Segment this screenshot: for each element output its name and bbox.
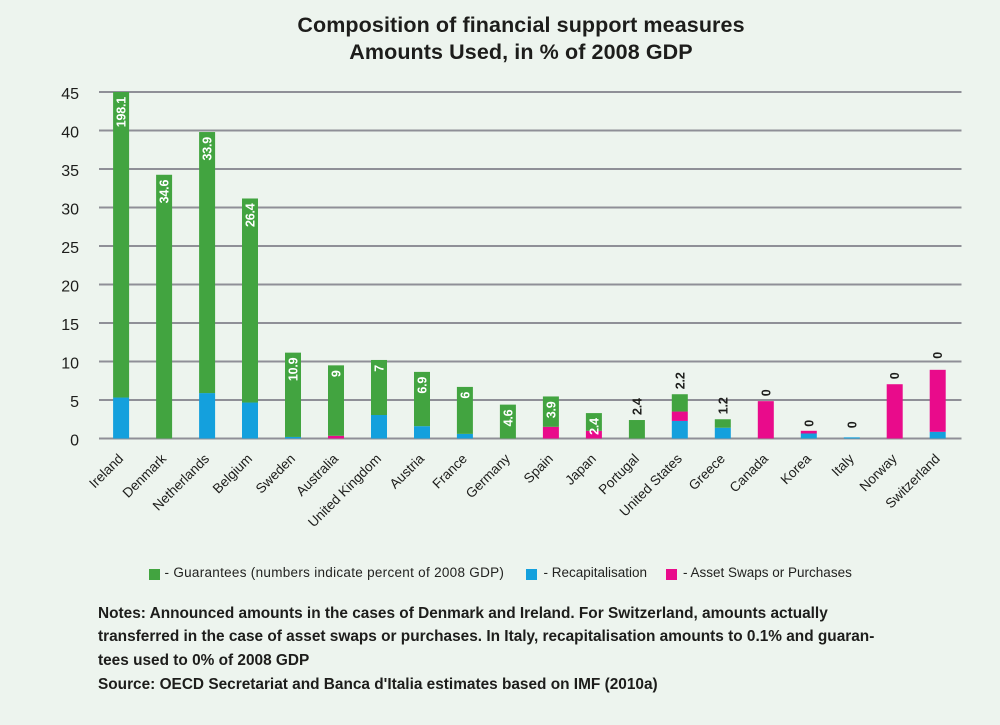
svg-text:26.4: 26.4	[244, 203, 258, 227]
svg-text:2.4: 2.4	[587, 418, 601, 435]
svg-text:Spain: Spain	[521, 451, 556, 486]
svg-text:3.9: 3.9	[544, 401, 558, 418]
svg-text:Greece: Greece	[686, 451, 728, 493]
svg-text:9: 9	[330, 370, 344, 377]
svg-text:Ireland: Ireland	[86, 451, 126, 491]
svg-text:0: 0	[759, 389, 773, 396]
svg-text:0: 0	[931, 352, 945, 359]
svg-text:France: France	[429, 451, 470, 492]
svg-text:Italy: Italy	[829, 451, 857, 479]
svg-text:Korea: Korea	[778, 451, 815, 488]
svg-text:34.6: 34.6	[158, 180, 172, 204]
svg-text:5: 5	[70, 394, 79, 411]
svg-text:33.9: 33.9	[201, 137, 215, 161]
svg-text:Austria: Austria	[387, 451, 428, 492]
svg-text:2.2: 2.2	[673, 372, 687, 389]
svg-text:45: 45	[61, 86, 79, 103]
svg-text:Canada: Canada	[727, 451, 772, 496]
svg-text:Germany: Germany	[463, 451, 513, 501]
svg-text:40: 40	[61, 125, 79, 142]
svg-text:198.1: 198.1	[115, 97, 129, 128]
svg-text:1.2: 1.2	[716, 397, 730, 414]
svg-text:0: 0	[845, 421, 859, 428]
svg-text:United Kingdom: United Kingdom	[305, 451, 384, 530]
svg-text:4.6: 4.6	[501, 409, 515, 426]
svg-text:Japan: Japan	[562, 451, 599, 488]
svg-text:7: 7	[373, 365, 387, 372]
svg-text:Sweden: Sweden	[253, 451, 298, 496]
svg-text:25: 25	[61, 240, 79, 257]
svg-text:6: 6	[458, 392, 472, 399]
svg-text:0: 0	[802, 420, 816, 427]
svg-text:0: 0	[70, 433, 79, 450]
svg-text:Belgium: Belgium	[210, 451, 255, 496]
svg-text:20: 20	[61, 279, 79, 296]
svg-text:Norway: Norway	[857, 451, 900, 494]
svg-text:15: 15	[61, 317, 79, 334]
svg-text:2.4: 2.4	[630, 398, 644, 415]
svg-text:35: 35	[61, 163, 79, 180]
svg-text:30: 30	[61, 202, 79, 219]
svg-text:10.9: 10.9	[287, 357, 301, 381]
svg-text:0: 0	[888, 372, 902, 379]
svg-text:6.9: 6.9	[416, 377, 430, 394]
svg-text:10: 10	[61, 356, 79, 373]
